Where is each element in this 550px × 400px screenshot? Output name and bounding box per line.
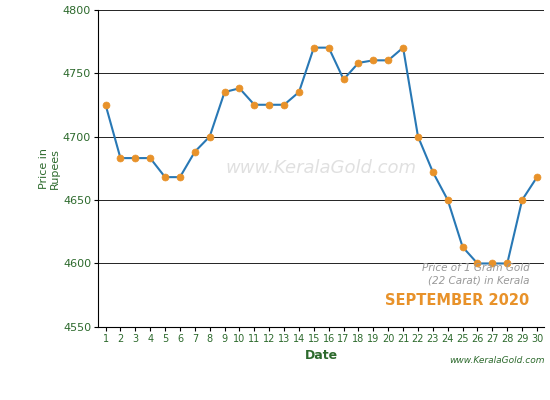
Y-axis label: Price in
Rupees: Price in Rupees: [39, 148, 60, 189]
X-axis label: Date: Date: [305, 350, 338, 362]
Text: Price of 1 Gram Gold
(22 Carat) in Kerala: Price of 1 Gram Gold (22 Carat) in Keral…: [422, 264, 530, 285]
Text: www.KeralaGold.com: www.KeralaGold.com: [226, 159, 417, 177]
Text: www.KeralaGold.com: www.KeralaGold.com: [449, 356, 544, 364]
Text: SEPTEMBER 2020: SEPTEMBER 2020: [386, 293, 530, 308]
